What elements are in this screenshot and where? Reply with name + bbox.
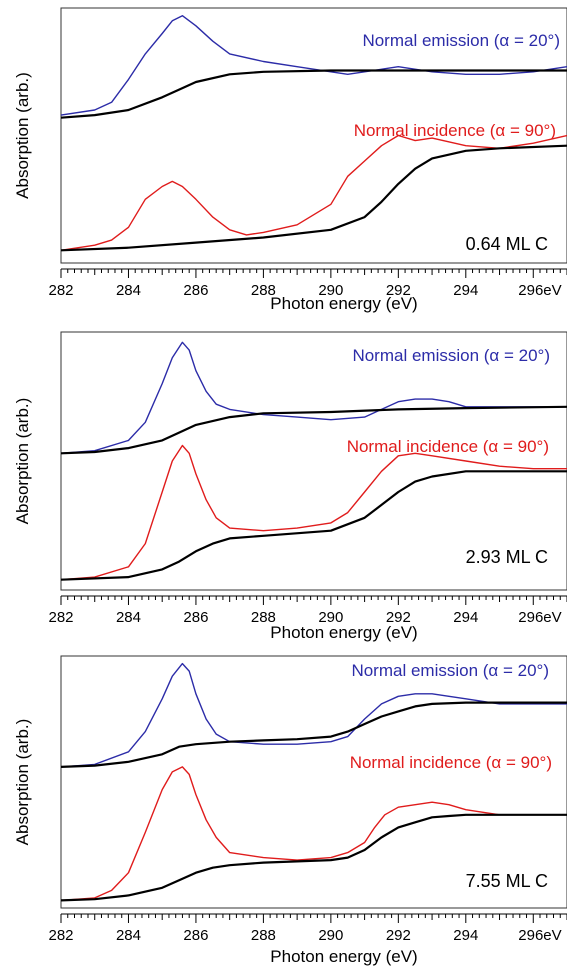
x-tick-label: 294 <box>453 282 478 299</box>
x-tick-label: 292 <box>386 609 411 626</box>
x-tick-label: 286 <box>183 927 208 944</box>
panel-1: 282 284 286 288 290 292 294 296eV Photon energy … <box>13 7 567 313</box>
incidence-annotation: Normal incidence (α = 90°) <box>354 121 556 140</box>
incidence-annotation: Normal incidence (α = 90°) <box>347 437 549 456</box>
x-axis-label: Photon energy (eV) <box>270 294 417 313</box>
x-tick-label: 286 <box>183 282 208 299</box>
x-tick-label: 288 <box>251 927 276 944</box>
x-axis-label: Photon energy (eV) <box>270 947 417 966</box>
x-tick-label: 282 <box>48 282 73 299</box>
x-tick-label: 286 <box>183 609 208 626</box>
emission-spectrum-line <box>60 662 567 768</box>
x-tick-label: 284 <box>116 927 141 944</box>
x-axis-label: Photon energy (eV) <box>270 623 417 642</box>
x-tick-label: 290 <box>318 927 343 944</box>
emission-annotation: Normal emission (α = 20°) <box>362 31 560 50</box>
y-axis-label: Absorption (arb.) <box>13 398 32 525</box>
x-tick-label: 282 <box>48 609 73 626</box>
plot-frame <box>60 331 567 591</box>
coverage-label: 0.64 ML C <box>466 234 548 254</box>
x-tick-label: 296eV <box>518 609 561 626</box>
panel-3: 282 284 286 288 290 292 294 296eV Photon energy … <box>13 655 567 966</box>
emission-spectrum-line <box>60 15 567 116</box>
emission-edge-line <box>60 701 567 768</box>
x-tick-label: 294 <box>453 927 478 944</box>
x-tick-label: 292 <box>386 282 411 299</box>
plot-frame <box>60 655 567 909</box>
x-tick-label: 296eV <box>518 282 561 299</box>
x-tick-label: 288 <box>251 282 276 299</box>
incidence-spectrum-line <box>60 444 567 581</box>
x-tick-label: 284 <box>116 282 141 299</box>
coverage-label: 7.55 ML C <box>466 871 548 891</box>
coverage-label: 2.93 ML C <box>466 547 548 567</box>
incidence-edge-line <box>60 470 567 581</box>
x-tick-label: 296eV <box>518 927 561 944</box>
emission-annotation: Normal emission (α = 20°) <box>351 661 549 680</box>
panel-2: 282 284 286 288 290 292 294 296eV Photon energy … <box>13 331 567 642</box>
x-tick-label: 290 <box>318 282 343 299</box>
emission-spectrum-line <box>60 341 567 454</box>
emission-edge-line <box>60 69 567 119</box>
emission-annotation: Normal emission (α = 20°) <box>352 346 550 365</box>
incidence-annotation: Normal incidence (α = 90°) <box>350 753 552 772</box>
incidence-edge-line <box>60 144 567 252</box>
x-tick-label: 288 <box>251 609 276 626</box>
y-axis-label: Absorption (arb.) <box>13 719 32 846</box>
x-tick-label: 292 <box>386 927 411 944</box>
x-tick-label: 284 <box>116 609 141 626</box>
y-axis-label: Absorption (arb.) <box>13 72 32 199</box>
emission-edge-line <box>60 405 567 455</box>
incidence-spectrum-line <box>60 134 567 251</box>
x-tick-label: 282 <box>48 927 73 944</box>
incidence-edge-line <box>60 813 567 902</box>
plot-frame <box>60 7 567 264</box>
x-tick-label: 294 <box>453 609 478 626</box>
x-tick-label: 290 <box>318 609 343 626</box>
incidence-spectrum-line <box>60 766 567 902</box>
